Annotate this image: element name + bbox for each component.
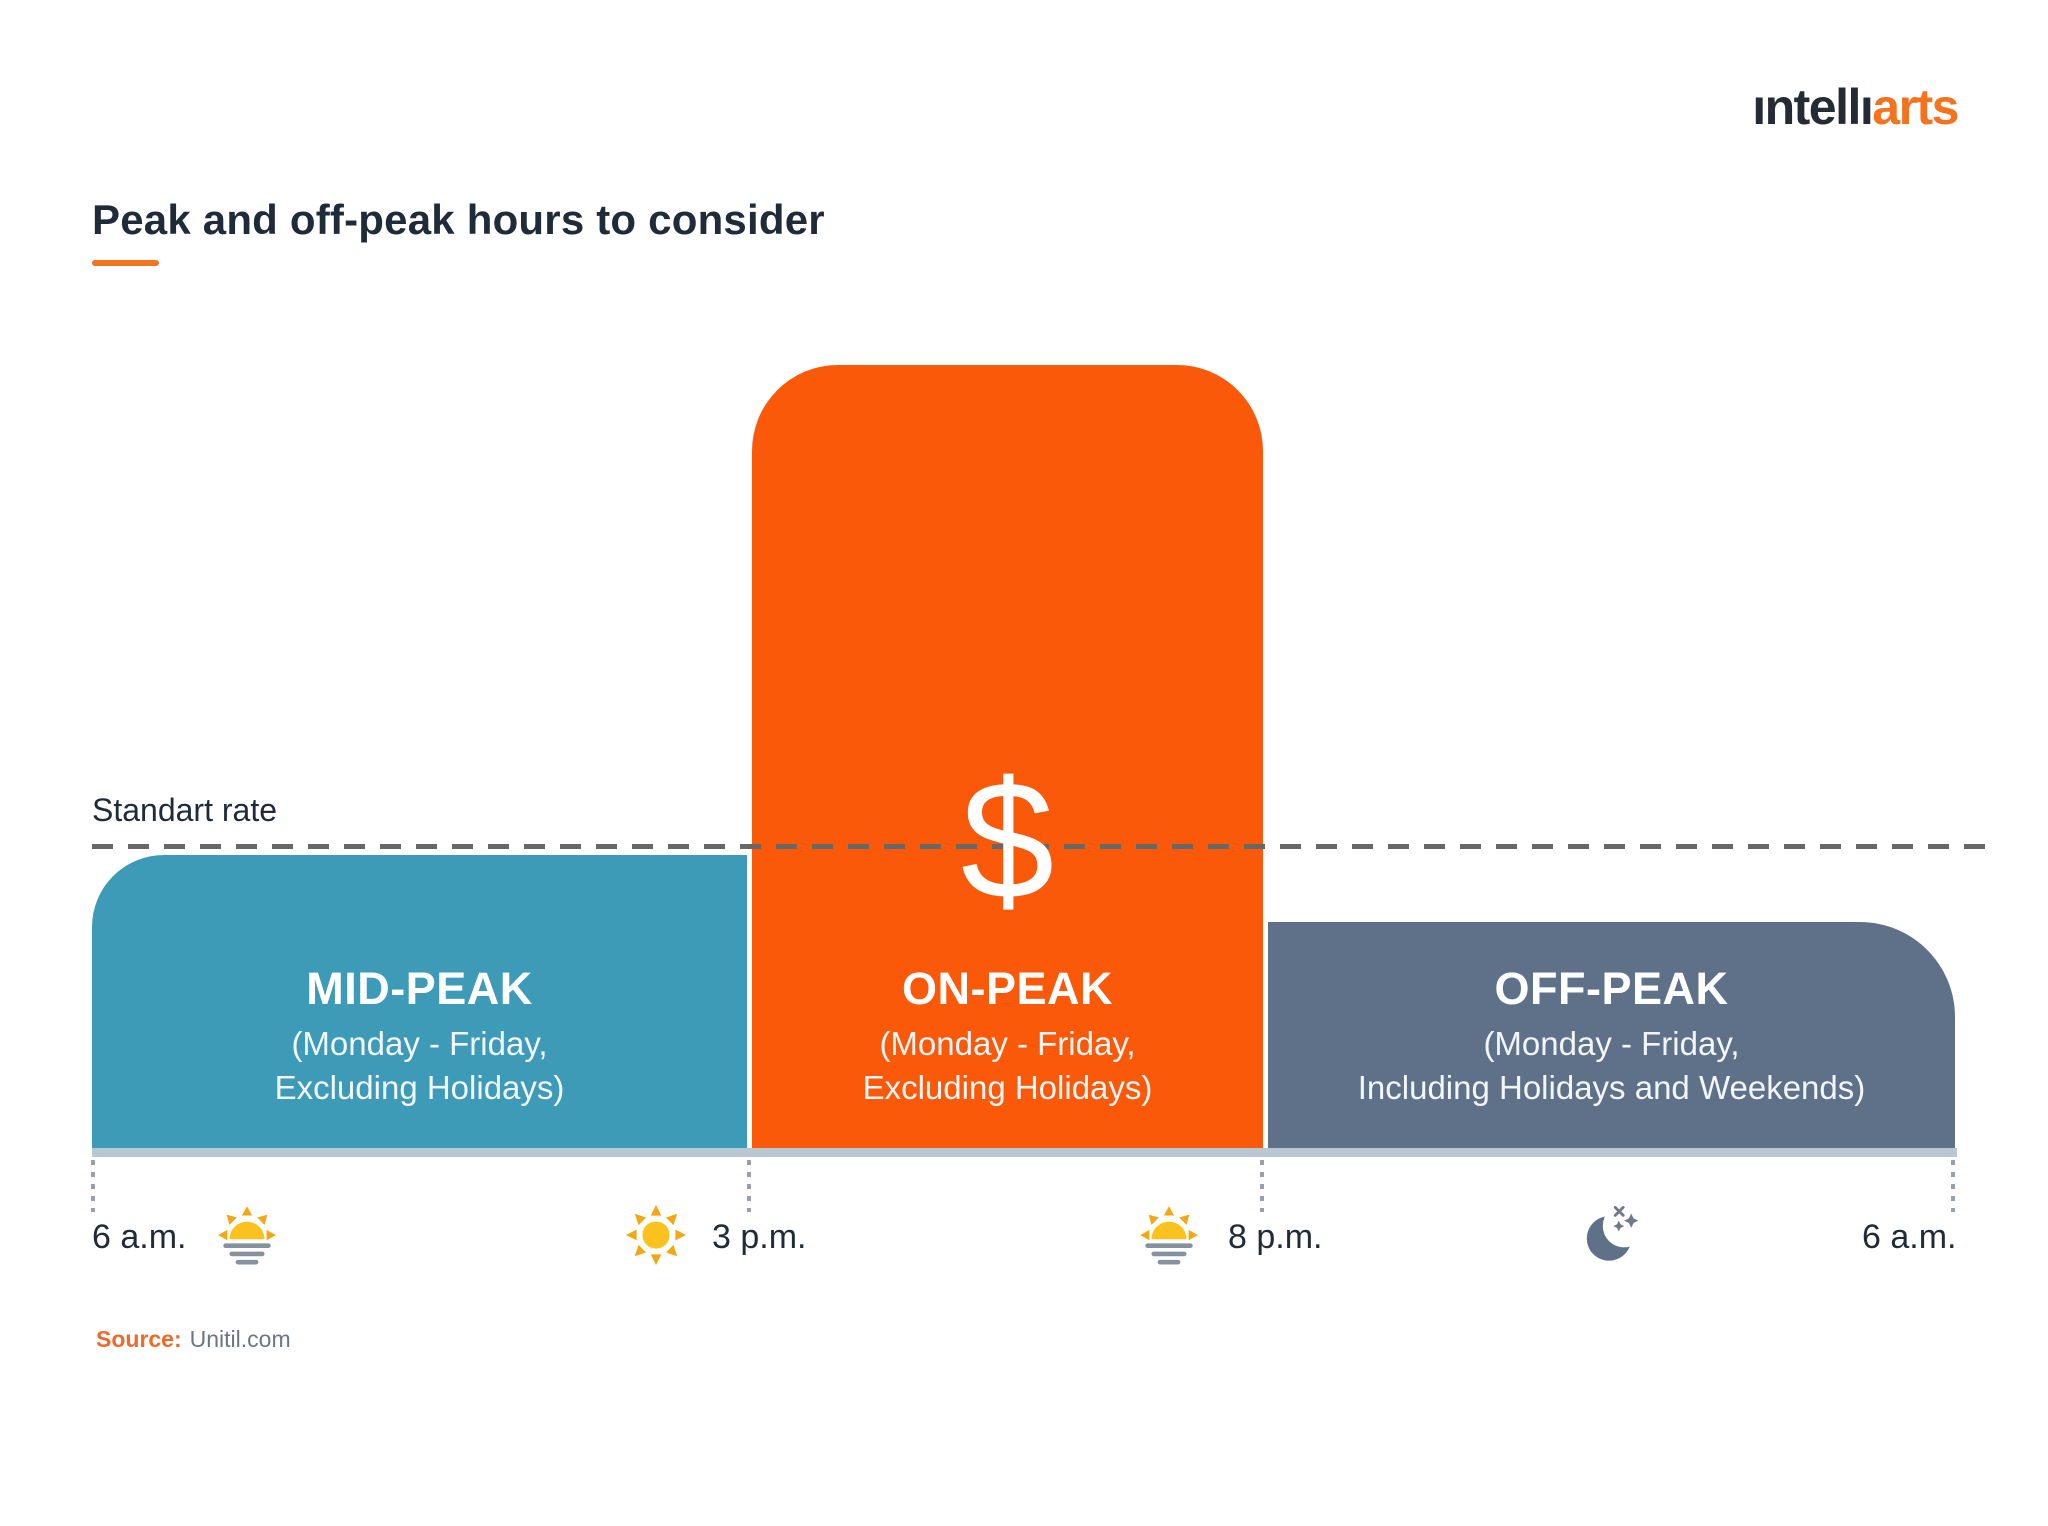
baseline-strip [92,1148,1957,1157]
source-line: Source: Unitil.com [96,1326,291,1353]
bar-mid-peak-label: MID-PEAK (Monday - Friday, Excluding Hol… [92,962,747,1110]
bar-mid-peak-schedule-line2: Excluding Holidays) [274,1069,565,1106]
logo-text-dark: ıntellı [1752,79,1874,135]
source-prefix: Source: [96,1326,182,1352]
bar-off-peak-schedule-line1: (Monday - Friday, [1483,1025,1740,1062]
tick-line-8pm [1260,1160,1264,1212]
bar-mid-peak: MID-PEAK (Monday - Friday, Excluding Hol… [92,855,747,1150]
tick-line-6am-right [1951,1160,1955,1212]
source-value: Unitil.com [189,1326,291,1352]
bar-on-peak-title: ON-PEAK [901,963,1113,1014]
bar-off-peak-title: OFF-PEAK [1494,963,1729,1014]
logo-text-orange: arts [1872,79,1959,135]
bar-off-peak-label: OFF-PEAK (Monday - Friday, Including Hol… [1268,962,1955,1110]
tick-line-6am-left [91,1160,95,1212]
moon-icon [1585,1204,1649,1269]
intelliarts-logo: ıntellıarts [1752,79,1959,135]
bar-on-peak-schedule-line2: Excluding Holidays) [862,1069,1153,1106]
bar-mid-peak-title: MID-PEAK [306,963,533,1014]
sun-icon [625,1204,687,1271]
sunrise-icon [214,1200,280,1271]
time-label-6am-right: 6 a.m. [1862,1218,1957,1256]
bar-on-peak: ON-PEAK (Monday - Friday, Excluding Holi… [752,365,1263,1150]
title-underline [92,260,159,266]
tick-line-3pm [747,1160,751,1212]
time-label-6am-left: 6 a.m. [92,1218,187,1256]
time-label-3pm: 3 p.m. [712,1218,807,1256]
page-title: Peak and off-peak hours to consider [92,196,825,243]
sunset-icon [1136,1200,1202,1271]
bar-on-peak-schedule-line1: (Monday - Friday, [879,1025,1136,1062]
bar-off-peak-schedule-line2: Including Holidays and Weekends) [1357,1069,1866,1106]
bar-off-peak: OFF-PEAK (Monday - Friday, Including Hol… [1268,922,1955,1150]
standard-rate-dashed-line [92,844,1988,849]
bar-mid-peak-schedule-line1: (Monday - Friday, [291,1025,548,1062]
bar-on-peak-label: ON-PEAK (Monday - Friday, Excluding Holi… [752,962,1263,1110]
dollar-symbol: $ [960,746,1055,934]
time-label-8pm: 8 p.m. [1228,1218,1323,1256]
standard-rate-label: Standart rate [92,792,277,828]
